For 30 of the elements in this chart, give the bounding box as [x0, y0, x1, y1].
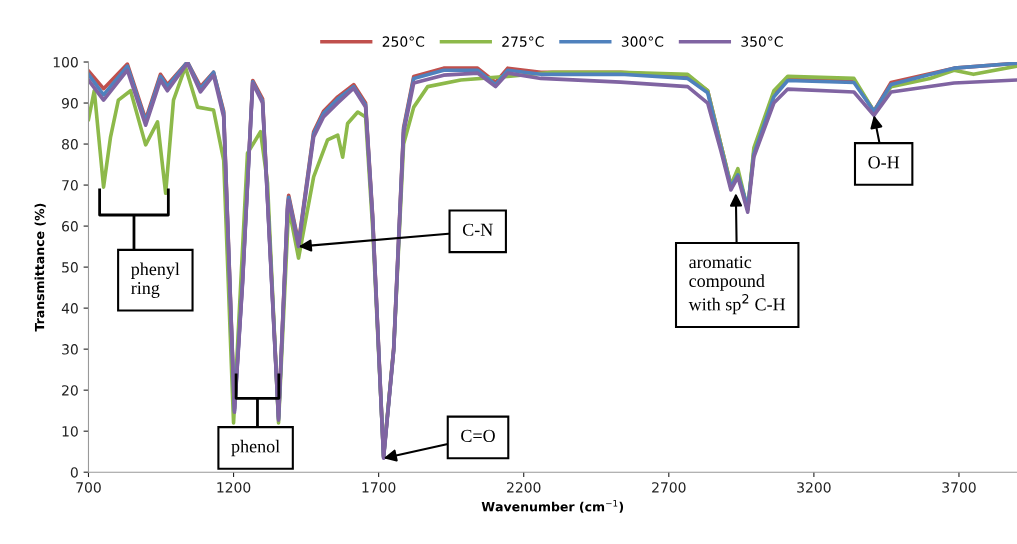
y-axis-title: Transmittance (%)	[34, 203, 46, 332]
annotation: C=O	[461, 429, 495, 442]
legend-label: 275°C	[502, 36, 544, 47]
y-tick-label: 90	[61, 98, 78, 109]
y-tick-label: 80	[62, 139, 78, 150]
annotation: C-N	[462, 223, 493, 236]
y-tick-label: 70	[62, 180, 78, 191]
y-tick-label: 30	[62, 344, 78, 355]
annotation: aromatic compound with sp$^{2}$ C-H	[688, 256, 786, 315]
legend-label: 300°C	[621, 36, 664, 47]
annotation: phenyl ring	[131, 262, 180, 298]
annotation: O-H	[868, 156, 900, 169]
legend-label: 250°C	[382, 36, 425, 47]
y-tick-label: 50	[62, 262, 78, 273]
x-tick-label: 3700	[942, 482, 976, 493]
x-tick-label: 700	[76, 482, 101, 493]
y-tick-label: 100	[53, 56, 78, 68]
y-tick-label: 0	[70, 467, 78, 478]
x-tick-label: 2200	[507, 482, 541, 493]
x-tick-label: 1700	[362, 482, 396, 493]
legend-label: 350°C	[741, 36, 783, 47]
x-tick-label: 3200	[797, 482, 831, 493]
x-tick-label: 2700	[652, 482, 686, 493]
y-tick-label: 20	[62, 385, 78, 396]
y-tick-label: 40	[61, 303, 78, 314]
annotation: phenol	[231, 439, 280, 457]
x-tick-label: 1200	[217, 482, 251, 493]
y-tick-label: 60	[62, 221, 78, 232]
y-tick-label: 10	[62, 426, 78, 437]
x-axis-title: Wavenumber (cm$^{−1}$)	[481, 500, 624, 513]
